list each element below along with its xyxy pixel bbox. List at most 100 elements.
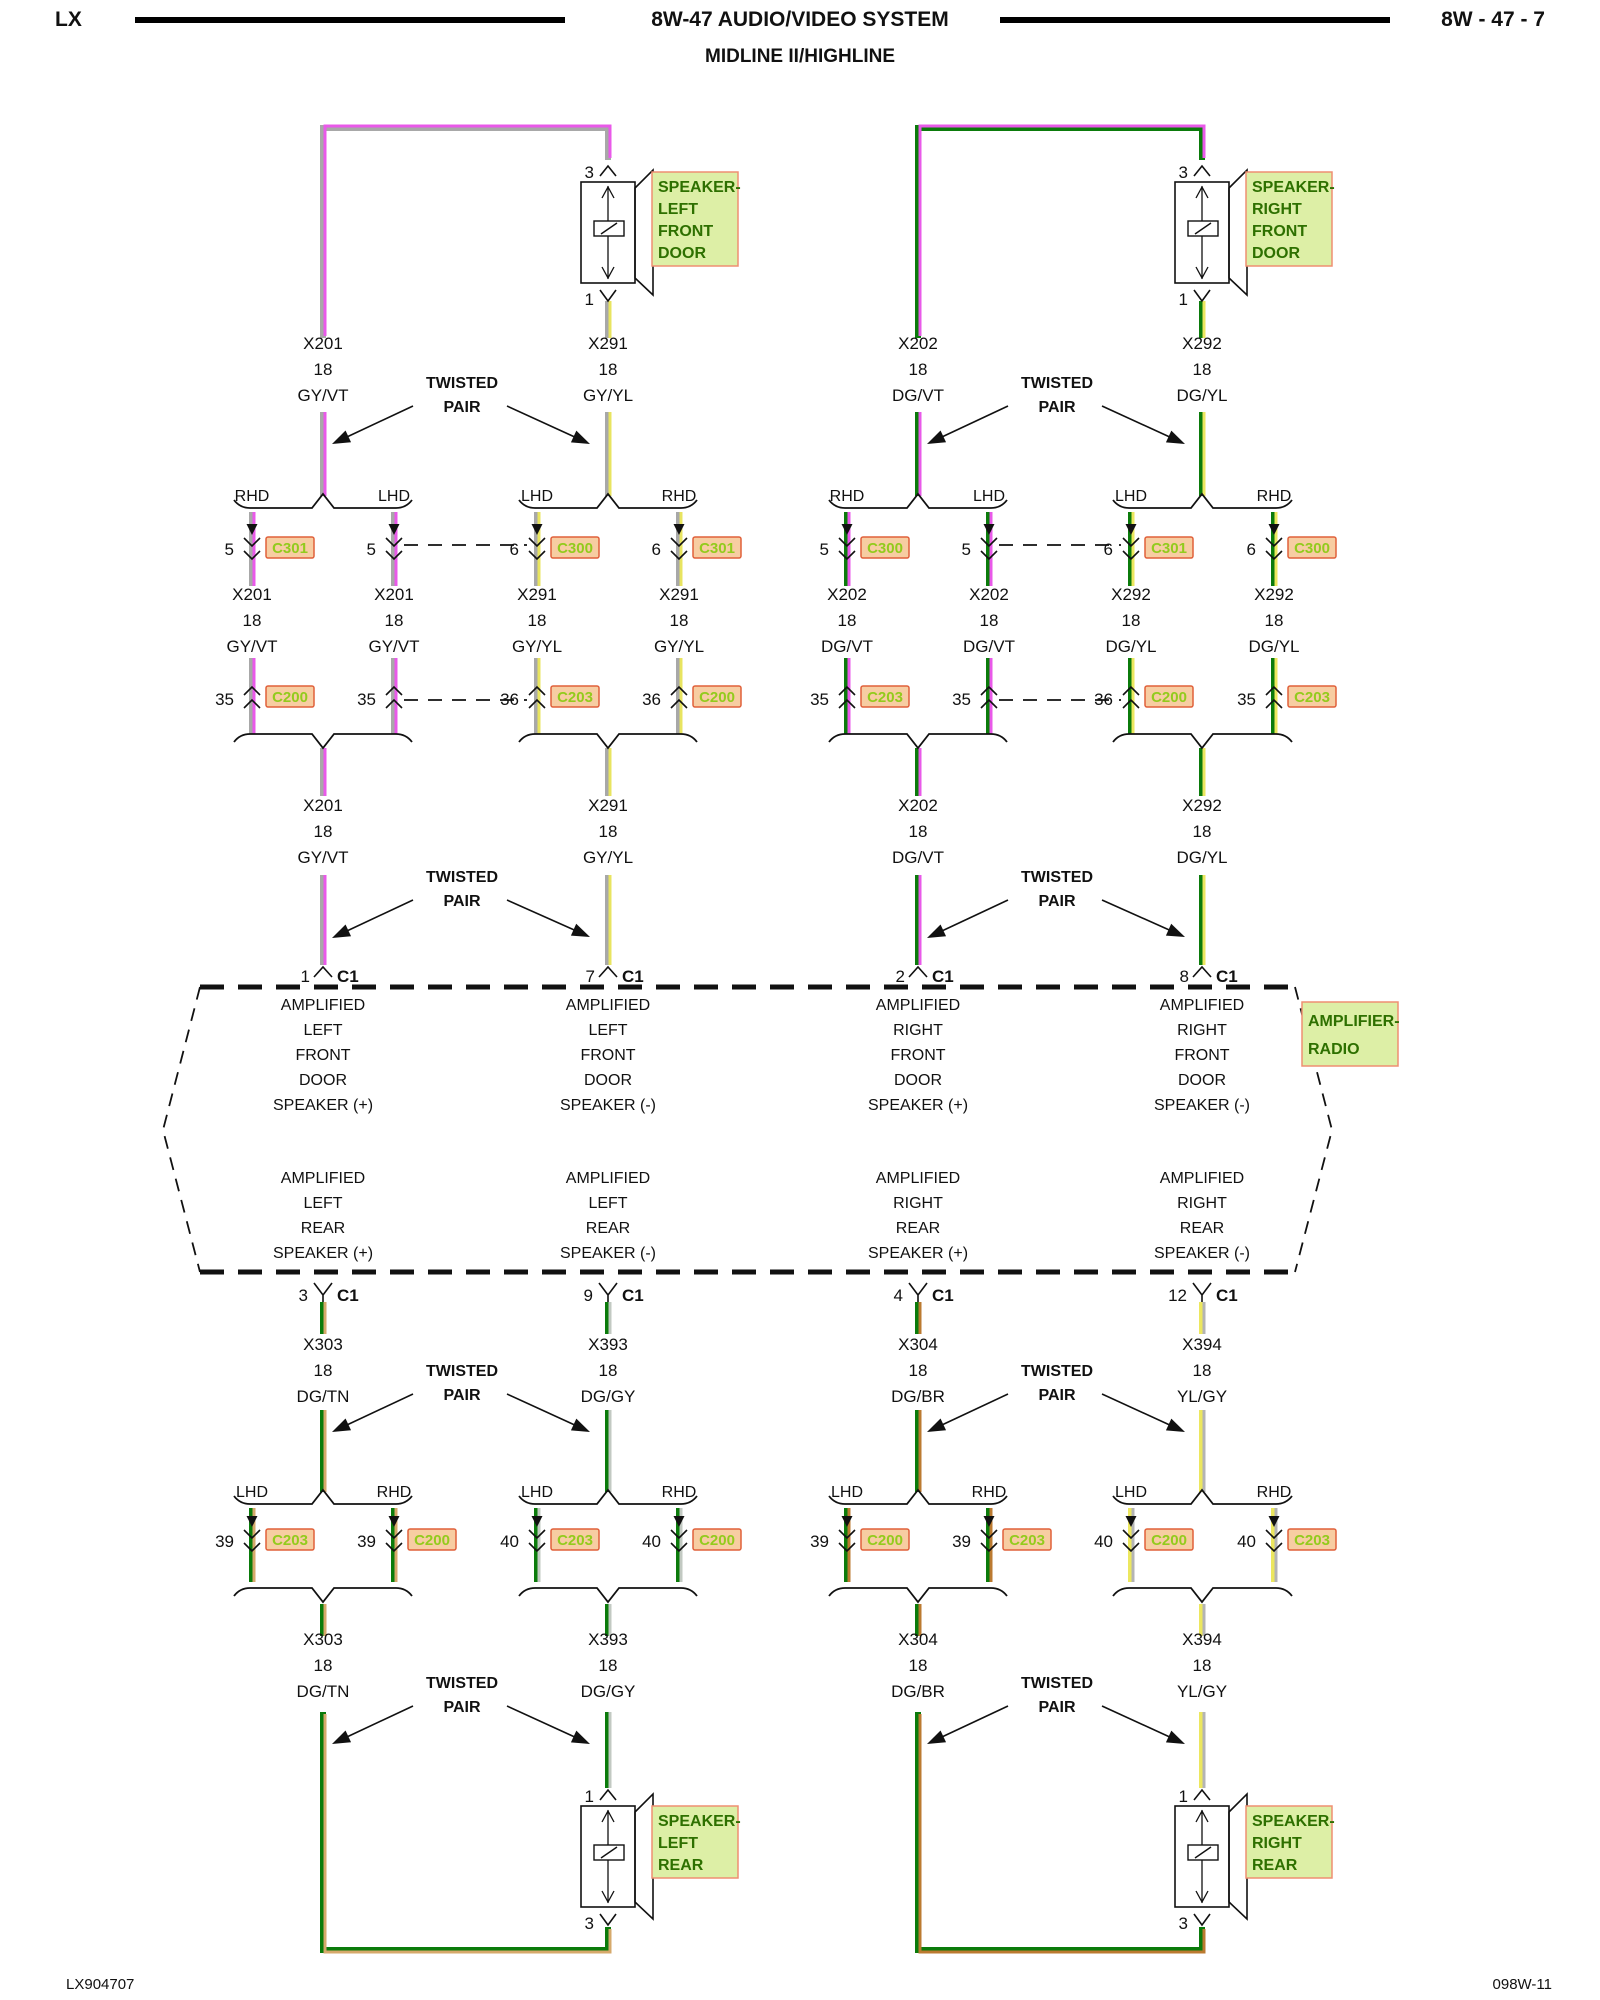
speaker-symbol: 3 1 SPEAKER- RIGHT FRONT DOOR	[1174, 163, 1335, 309]
connector-badge-label: C301	[272, 540, 308, 557]
amp-channel-label: SPEAKER (+)	[273, 1245, 373, 1262]
connector-badge-label: C203	[1294, 689, 1330, 706]
wire-label-line: 18	[1193, 360, 1212, 379]
amp-pin-number: 8	[1180, 967, 1189, 986]
amp-pin-number: 2	[896, 967, 905, 986]
wire-label-line: DG/TN	[297, 1387, 350, 1406]
wire-yl-gy	[1199, 1604, 1206, 1636]
connector-badge	[407, 1528, 457, 1551]
wire-label: X292 18 DG/YL	[1105, 585, 1156, 656]
connector-pin-number: 35	[357, 690, 376, 709]
wire-label: X303 18 DG/TN	[297, 1335, 350, 1406]
wire-label-line: DG/BR	[891, 1682, 945, 1701]
connector-pin-number: 40	[1237, 1532, 1256, 1551]
speaker-pin-number: 3	[1179, 1914, 1188, 1933]
wire-dg-vt	[986, 512, 993, 586]
wire-label-line: 18	[1193, 1656, 1212, 1675]
connector-badge	[550, 685, 600, 708]
speaker-label-text: FRONT	[1252, 223, 1307, 240]
connector-badge	[265, 685, 315, 708]
amp-channel-label: REAR	[896, 1220, 940, 1237]
inline-connector: 5	[367, 524, 403, 561]
wire-label-line: GY/YL	[583, 848, 633, 867]
amp-channel-label: FRONT	[580, 1047, 635, 1064]
wire-label-line: X202	[969, 585, 1009, 604]
connector-pin-number: 6	[652, 540, 661, 559]
twisted-pair-callout: TWISTED PAIR	[927, 1675, 1185, 1744]
amp-connector-name: C1	[932, 967, 954, 986]
wire-gy-vt	[391, 512, 398, 586]
wire-label-line: 18	[909, 1656, 928, 1675]
connector-badge-label: C200	[272, 689, 308, 706]
wire-label-line: DG/YL	[1176, 848, 1227, 867]
diagram-text: LHD	[1115, 488, 1147, 505]
connector-badge-label: C203	[272, 1532, 308, 1549]
amp-channel-label: DOOR	[1178, 1072, 1226, 1089]
connector-badge-label: C301	[699, 540, 735, 557]
inline-connector: 35	[952, 685, 998, 709]
twisted-pair-callout: TWISTED PAIR	[332, 375, 590, 444]
amp-channel-label: SPEAKER (+)	[868, 1245, 968, 1262]
speaker-symbol: 3 1 SPEAKER- LEFT FRONT DOOR	[580, 163, 741, 309]
split-brace	[828, 1488, 1008, 1505]
connector-pin-number: 5	[962, 540, 971, 559]
connector-pin-number: 36	[1094, 690, 1113, 709]
wire-label-line: GY/VT	[297, 386, 348, 405]
twisted-pair-label: PAIR	[443, 399, 480, 416]
speaker-pin-number: 1	[1179, 1787, 1188, 1806]
amp-channel-label: SPEAKER (-)	[560, 1097, 656, 1114]
speaker-label-text: DOOR	[1252, 245, 1300, 262]
wire-gy-yl	[534, 658, 541, 734]
wire-label-line: X303	[303, 1335, 343, 1354]
connector-badge	[692, 1528, 742, 1551]
wire-label-line: X304	[898, 1335, 938, 1354]
twisted-pair-callout: TWISTED PAIR	[927, 375, 1185, 444]
merge-brace	[828, 733, 1008, 750]
merge-brace	[518, 1587, 698, 1604]
inline-connector: 35 C203	[810, 685, 910, 709]
wire-label-line: DG/VT	[963, 637, 1015, 656]
split-brace	[233, 1488, 413, 1505]
merge-brace	[1112, 1587, 1293, 1604]
wire-yl-gy	[1199, 1302, 1206, 1334]
wire-label: X393 18 DG/GY	[581, 1335, 636, 1406]
amp-channel-label: RIGHT	[893, 1195, 943, 1212]
twisted-pair-callout: TWISTED PAIR	[927, 1363, 1185, 1432]
amp-channel-label: REAR	[301, 1220, 345, 1237]
twisted-pair-label: PAIR	[1038, 1387, 1075, 1404]
wire-dg-yl	[1199, 301, 1206, 338]
page-number: 8W - 47 - 7	[1441, 8, 1545, 31]
wire-gy-vt	[320, 748, 327, 796]
wire-label-line: 18	[670, 611, 689, 630]
amp-channel-label: AMPLIFIED	[566, 1170, 650, 1187]
amp-channel-label: SPEAKER (-)	[560, 1245, 656, 1262]
connector-pin-number: 40	[642, 1532, 661, 1551]
connector-badge	[550, 1528, 600, 1551]
drive-side-label: LHD	[378, 488, 410, 505]
wire-label: X304 18 DG/BR	[891, 1630, 945, 1701]
wire-label-line: X201	[232, 585, 272, 604]
wire-label-line: X393	[588, 1630, 628, 1649]
inline-connector: 5	[962, 524, 998, 561]
connector-badge	[265, 536, 315, 559]
wire-label: X291 18 GY/YL	[654, 585, 704, 656]
inline-connector: 40 C200	[1094, 1516, 1194, 1553]
wire-label-line: 18	[1193, 1361, 1212, 1380]
split-brace	[518, 1488, 698, 1505]
amp-channel-label: SPEAKER (-)	[1154, 1097, 1250, 1114]
merge-brace	[233, 733, 413, 750]
wire-label-line: 18	[1122, 611, 1141, 630]
page-subtitle: MIDLINE II/HIGHLINE	[705, 46, 895, 67]
wire-dg-vt	[844, 512, 851, 586]
inline-connector: 40 C200	[642, 1516, 742, 1553]
connector-badge	[1144, 1528, 1194, 1551]
drive-side-label: LHD	[1115, 488, 1147, 505]
wire-gy-yl	[676, 658, 683, 734]
wire-yl-gy	[1199, 1712, 1206, 1788]
amp-pin-number: 3	[299, 1286, 308, 1305]
wire-dg-br	[915, 1410, 922, 1492]
diagram-text: LHD	[831, 1484, 863, 1501]
wire-label-line: 18	[599, 1361, 618, 1380]
wire-label-line: 18	[528, 611, 547, 630]
wire-gy-vt	[320, 124, 612, 338]
